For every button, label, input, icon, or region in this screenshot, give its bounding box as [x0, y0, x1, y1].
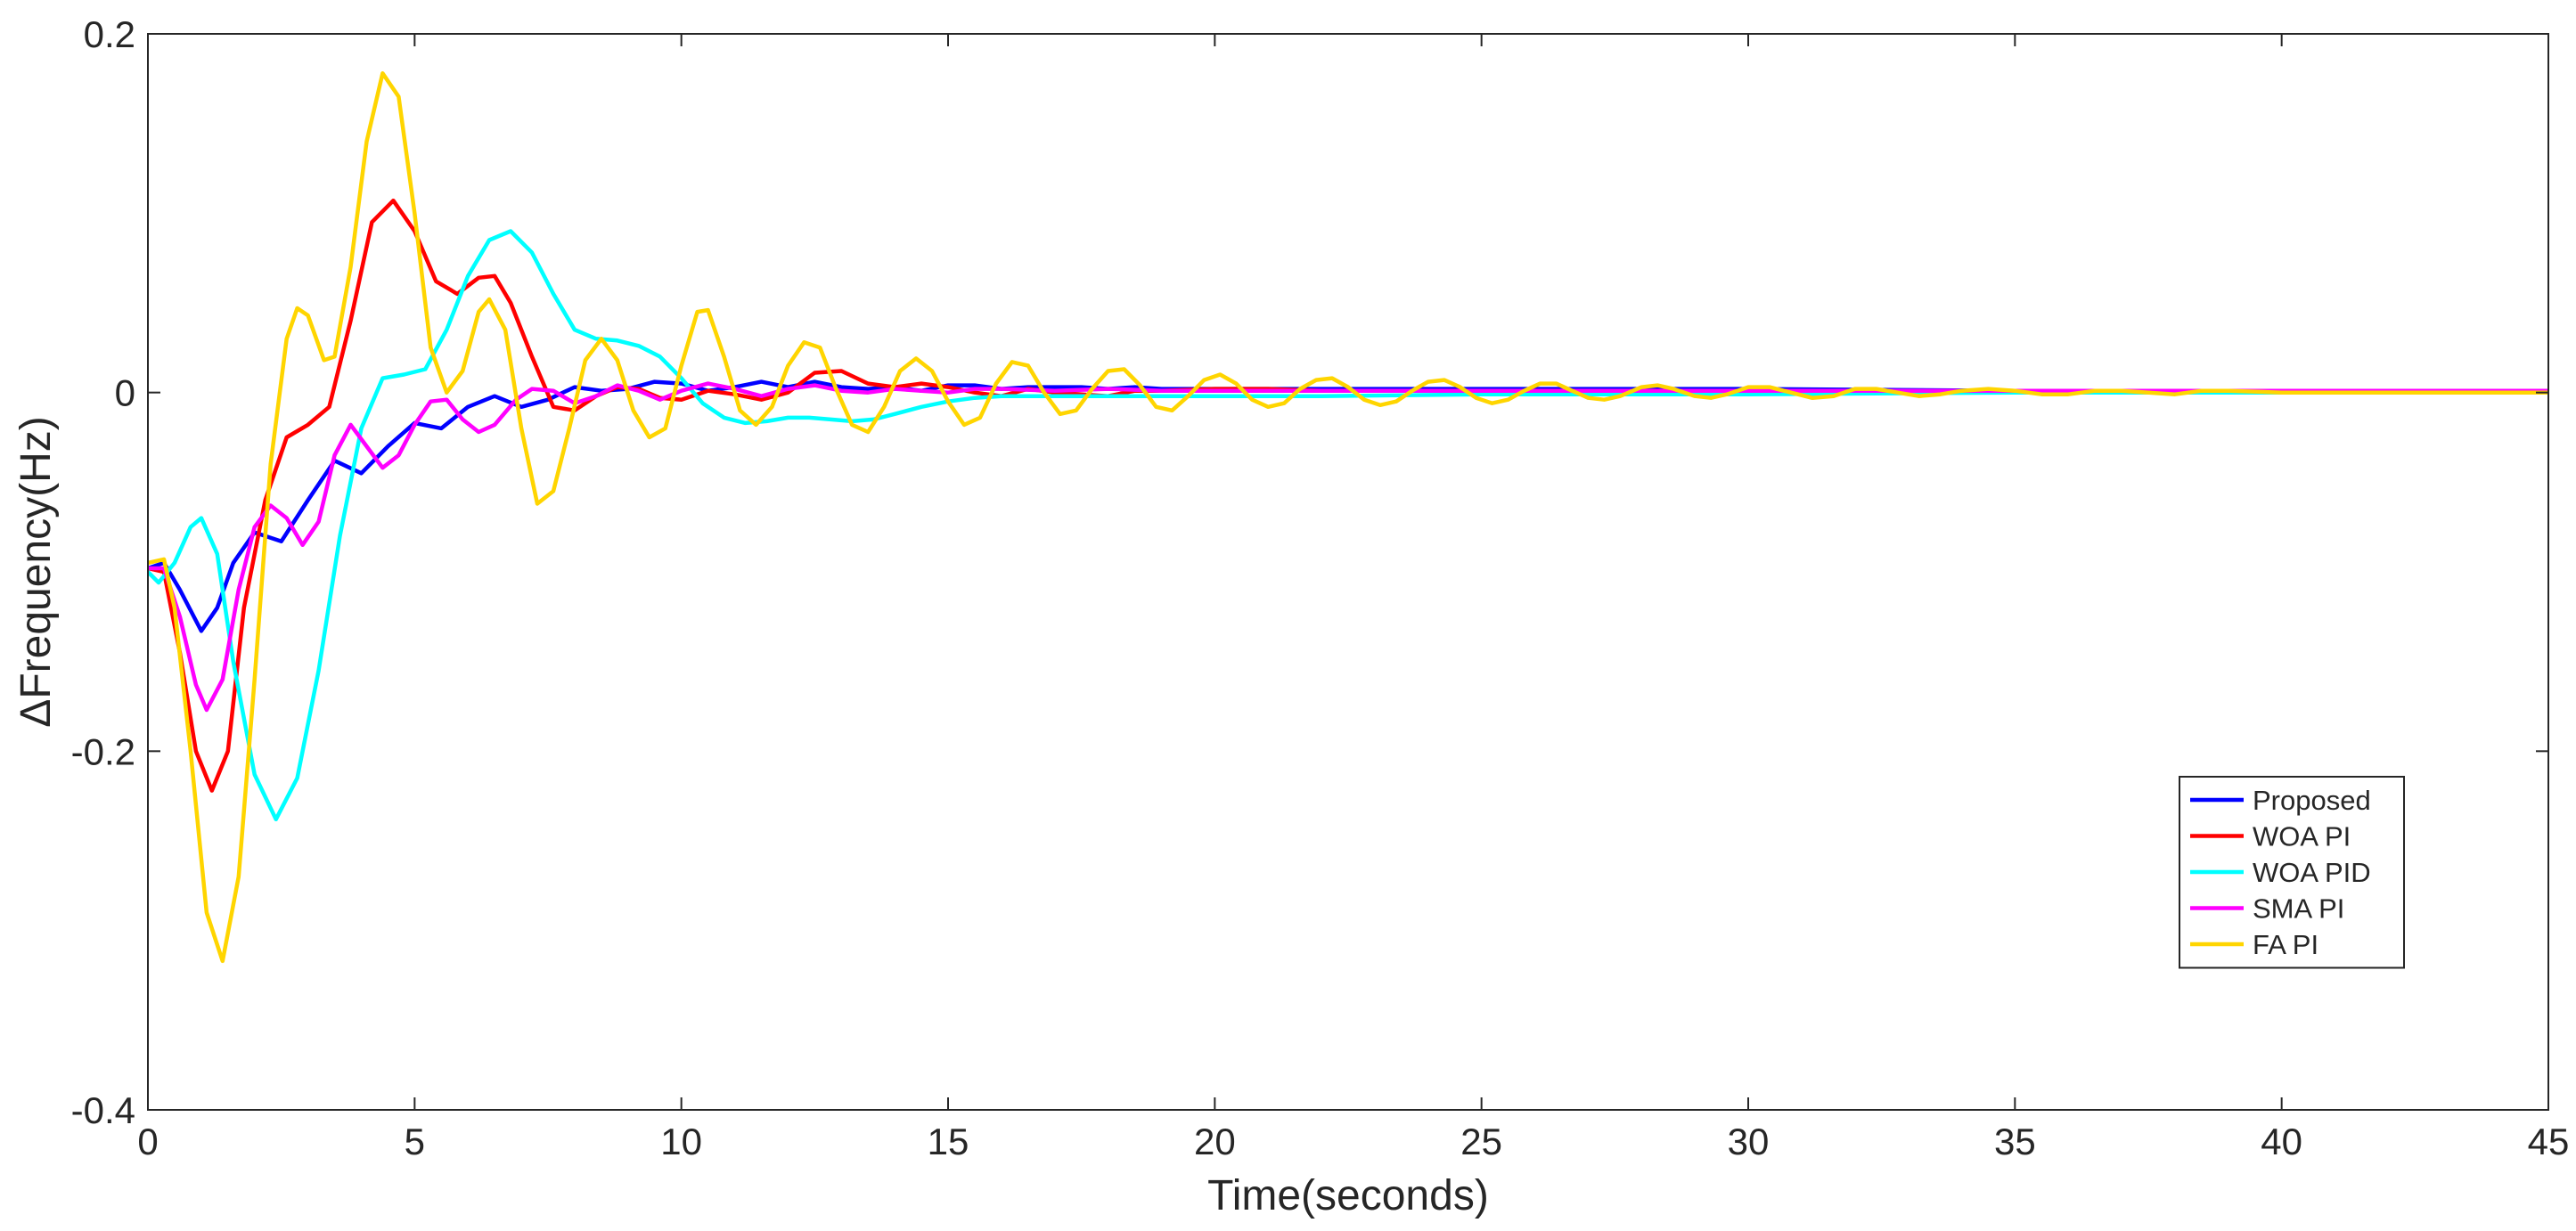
y-tick-label: -0.2: [71, 730, 135, 772]
series-line-sma-pi: [148, 381, 2548, 713]
plot-background: [148, 34, 2548, 1110]
x-axis-label: Time(seconds): [1207, 1172, 1489, 1219]
x-tick-label: 30: [1728, 1121, 1770, 1162]
legend-label: SMA PI: [2253, 893, 2344, 925]
y-tick-label: -0.4: [71, 1089, 135, 1131]
x-tick-label: 5: [405, 1121, 425, 1162]
x-tick-label: 35: [1994, 1121, 2036, 1162]
legend-label: WOA PID: [2253, 857, 2371, 888]
legend-label: FA PI: [2253, 929, 2318, 960]
legend-label: Proposed: [2253, 785, 2371, 816]
x-tick-label: 45: [2528, 1121, 2570, 1162]
ticks-layer: 0 5 10 15 20 25 30 35 40 45 -0.4 -0.2 0 0.2: [71, 13, 2570, 1162]
y-tick-label: 0.2: [84, 13, 135, 55]
legend-label: WOA PI: [2253, 821, 2351, 852]
series-line-woa-pid: [148, 229, 2548, 822]
x-tick-label: 0: [137, 1121, 158, 1162]
series-layer: [148, 71, 2548, 964]
series-line-fa-pi: [148, 71, 2548, 964]
y-axis-label: ΔFrequency(Hz): [12, 416, 60, 727]
legend: Proposed WOA PI WOA PID SMA PI FA PI: [2179, 776, 2405, 969]
x-tick-label: 15: [928, 1121, 969, 1162]
x-tick-label: 10: [660, 1121, 702, 1162]
y-tick-label: 0: [115, 372, 135, 414]
x-tick-label: 20: [1194, 1121, 1236, 1162]
x-tick-label: 25: [1460, 1121, 1502, 1162]
x-tick-label: 40: [2261, 1121, 2302, 1162]
plot-frame: [147, 33, 2549, 1111]
